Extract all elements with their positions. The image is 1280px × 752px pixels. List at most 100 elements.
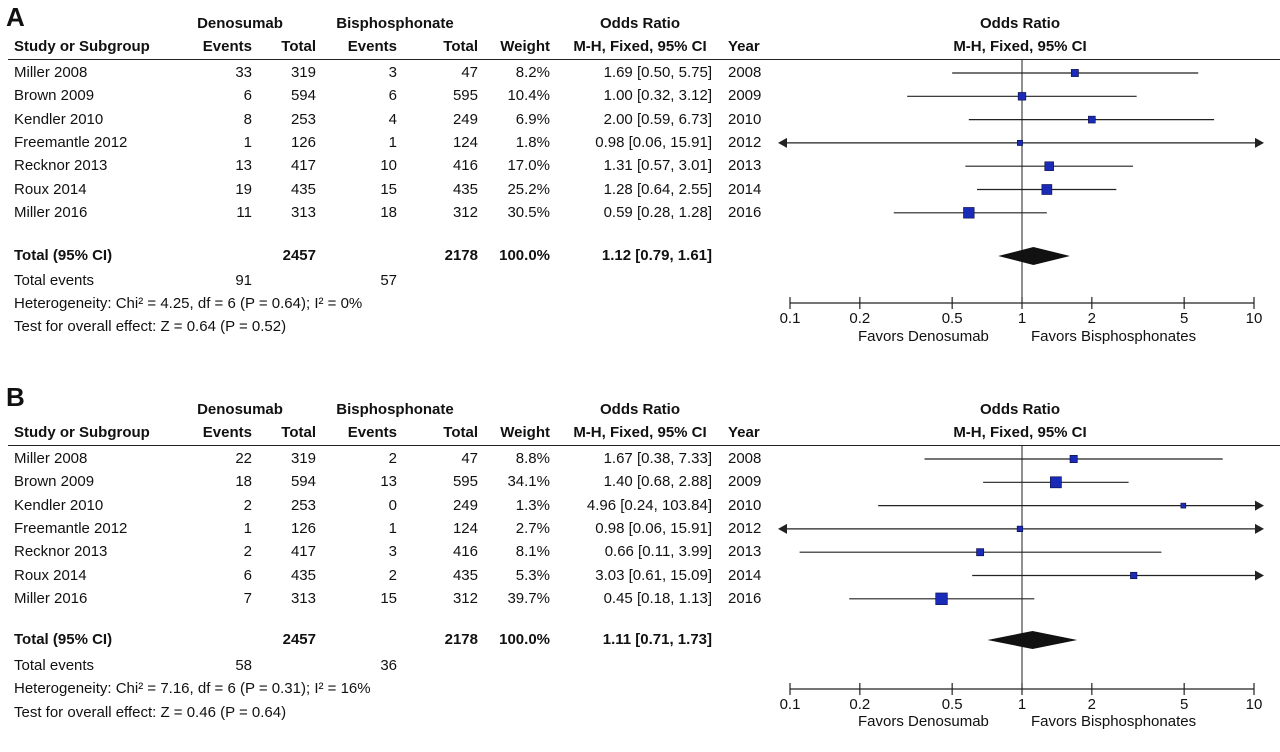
weight-header: Weight <box>500 38 550 55</box>
favors-left-label: Favors Denosumab <box>858 328 989 345</box>
bisphosphonate-events: 15 <box>380 180 397 198</box>
denosumab-events: 18 <box>235 473 252 491</box>
group2-header: Bisphosphonate <box>336 401 454 418</box>
study-weight: 30.5% <box>507 203 550 221</box>
total1-header: Total <box>281 424 316 441</box>
forest-panel-a: A Denosumab Bisphosphonate Odds Ratio Od… <box>0 0 1280 368</box>
study-odds-ratio: 1.00 [0.32, 3.12] <box>603 87 712 105</box>
total-n1: 2457 <box>282 247 316 264</box>
bisphosphonate-events: 18 <box>380 203 397 221</box>
events2-header: Events <box>347 38 397 55</box>
bisphosphonate-total: 47 <box>461 64 478 81</box>
bisphosphonate-events: 10 <box>380 157 397 175</box>
total-events-e2: 57 <box>380 272 397 289</box>
study-year: 2009 <box>728 473 762 491</box>
bisphosphonate-total: 124 <box>452 519 478 537</box>
denosumab-total: 594 <box>290 87 316 105</box>
events1-header: Events <box>202 38 252 55</box>
bisphosphonate-events: 3 <box>388 64 397 81</box>
bisphosphonate-events: 4 <box>388 110 397 128</box>
forest-panel-b: B Denosumab Bisphosphonate Odds Ratio Od… <box>0 382 1280 752</box>
study-point-marker <box>1088 115 1096 124</box>
or-header-table: Odds Ratio <box>599 401 680 418</box>
total1-header: Total <box>281 38 316 55</box>
study-name: Miller 2008 <box>14 64 88 81</box>
ci-arrow-right-icon <box>1255 500 1264 511</box>
study-weight: 10.4% <box>507 87 550 105</box>
study-odds-ratio: 1.67 [0.38, 7.33] <box>603 450 712 467</box>
denosumab-total: 417 <box>290 157 316 175</box>
ci-arrow-right-icon <box>1255 570 1264 581</box>
denosumab-total: 417 <box>290 543 316 561</box>
total-label: Total (95% CI) <box>14 631 113 648</box>
denosumab-events: 1 <box>243 133 252 151</box>
study-point-marker <box>1180 502 1187 509</box>
denosumab-events: 6 <box>243 566 252 584</box>
denosumab-events: 2 <box>243 543 252 561</box>
bisphosphonate-total: 435 <box>452 566 478 584</box>
events2-header: Events <box>347 424 397 441</box>
ci-arrow-right-icon <box>1255 137 1264 148</box>
x-tick-label: 0.1 <box>780 310 801 327</box>
bisphosphonate-events: 3 <box>388 543 397 561</box>
study-header: Study or Subgroup <box>14 38 150 55</box>
events1-header: Events <box>202 424 252 441</box>
total-ci: 1.12 [0.79, 1.61] <box>601 247 712 264</box>
weight-header: Weight <box>500 424 550 441</box>
total-n1: 2457 <box>282 631 316 648</box>
denosumab-events: 8 <box>243 110 252 128</box>
study-point-marker <box>1130 571 1138 580</box>
group1-header: Denosumab <box>197 401 283 418</box>
bisphosphonate-events: 2 <box>388 450 397 467</box>
total-events-label: Total events <box>14 657 95 674</box>
method-header-plot: M-H, Fixed, 95% CI <box>953 38 1087 55</box>
group2-header: Bisphosphonate <box>336 15 454 32</box>
study-year: 2010 <box>728 496 762 514</box>
study-name: Miller 2016 <box>14 589 88 607</box>
study-name: Freemantle 2012 <box>14 133 128 151</box>
heterogeneity-text: Heterogeneity: Chi² = 7.16, df = 6 (P = … <box>14 680 371 697</box>
study-year: 2008 <box>728 450 762 467</box>
total-weight: 100.0% <box>499 631 550 648</box>
year-header: Year <box>728 424 760 441</box>
study-weight: 1.3% <box>515 496 550 514</box>
bisphosphonate-total: 416 <box>452 157 478 175</box>
study-name: Kendler 2010 <box>14 496 104 514</box>
header-rule <box>8 445 1280 446</box>
study-year: 2009 <box>728 87 762 105</box>
study-name: Brown 2009 <box>14 473 95 491</box>
study-name: Recknor 2013 <box>14 543 108 561</box>
study-year: 2016 <box>728 589 762 607</box>
pooled-estimate-diamond <box>987 631 1078 649</box>
study-year: 2014 <box>728 180 762 198</box>
study-name: Roux 2014 <box>14 180 87 198</box>
study-weight: 8.1% <box>515 543 550 561</box>
x-tick-label: 0.1 <box>780 696 801 713</box>
study-weight: 5.3% <box>515 566 550 584</box>
total-events-e2: 36 <box>380 657 397 674</box>
study-point-marker <box>1017 92 1027 101</box>
ci-arrow-right-icon <box>1255 523 1264 534</box>
study-name: Kendler 2010 <box>14 110 104 128</box>
forest-plot-a: 0.1 0.2 0.5 1 2 5 10 <box>778 60 1264 327</box>
study-odds-ratio: 0.98 [0.06, 15.91] <box>595 519 712 537</box>
study-year: 2013 <box>728 157 762 175</box>
bisphosphonate-events: 1 <box>388 519 397 537</box>
panel-label-a: A <box>6 2 25 32</box>
bisphosphonate-events: 13 <box>380 473 397 491</box>
total-events-label: Total events <box>14 272 95 289</box>
bisphosphonate-total: 435 <box>452 180 478 198</box>
study-odds-ratio: 1.31 [0.57, 3.01] <box>603 157 712 175</box>
method-header-table: M-H, Fixed, 95% CI <box>573 424 707 441</box>
study-name: Brown 2009 <box>14 87 95 105</box>
denosumab-events: 2 <box>243 496 252 514</box>
study-name: Miller 2008 <box>14 450 88 467</box>
bisphosphonate-events: 1 <box>388 133 397 151</box>
total2-header: Total <box>443 38 478 55</box>
study-point-marker <box>963 207 975 219</box>
bisphosphonate-total: 249 <box>452 110 478 128</box>
study-name: Freemantle 2012 <box>14 519 128 537</box>
study-point-marker <box>1044 161 1054 171</box>
or-header-plot: Odds Ratio <box>979 15 1060 32</box>
group1-header: Denosumab <box>197 15 283 32</box>
